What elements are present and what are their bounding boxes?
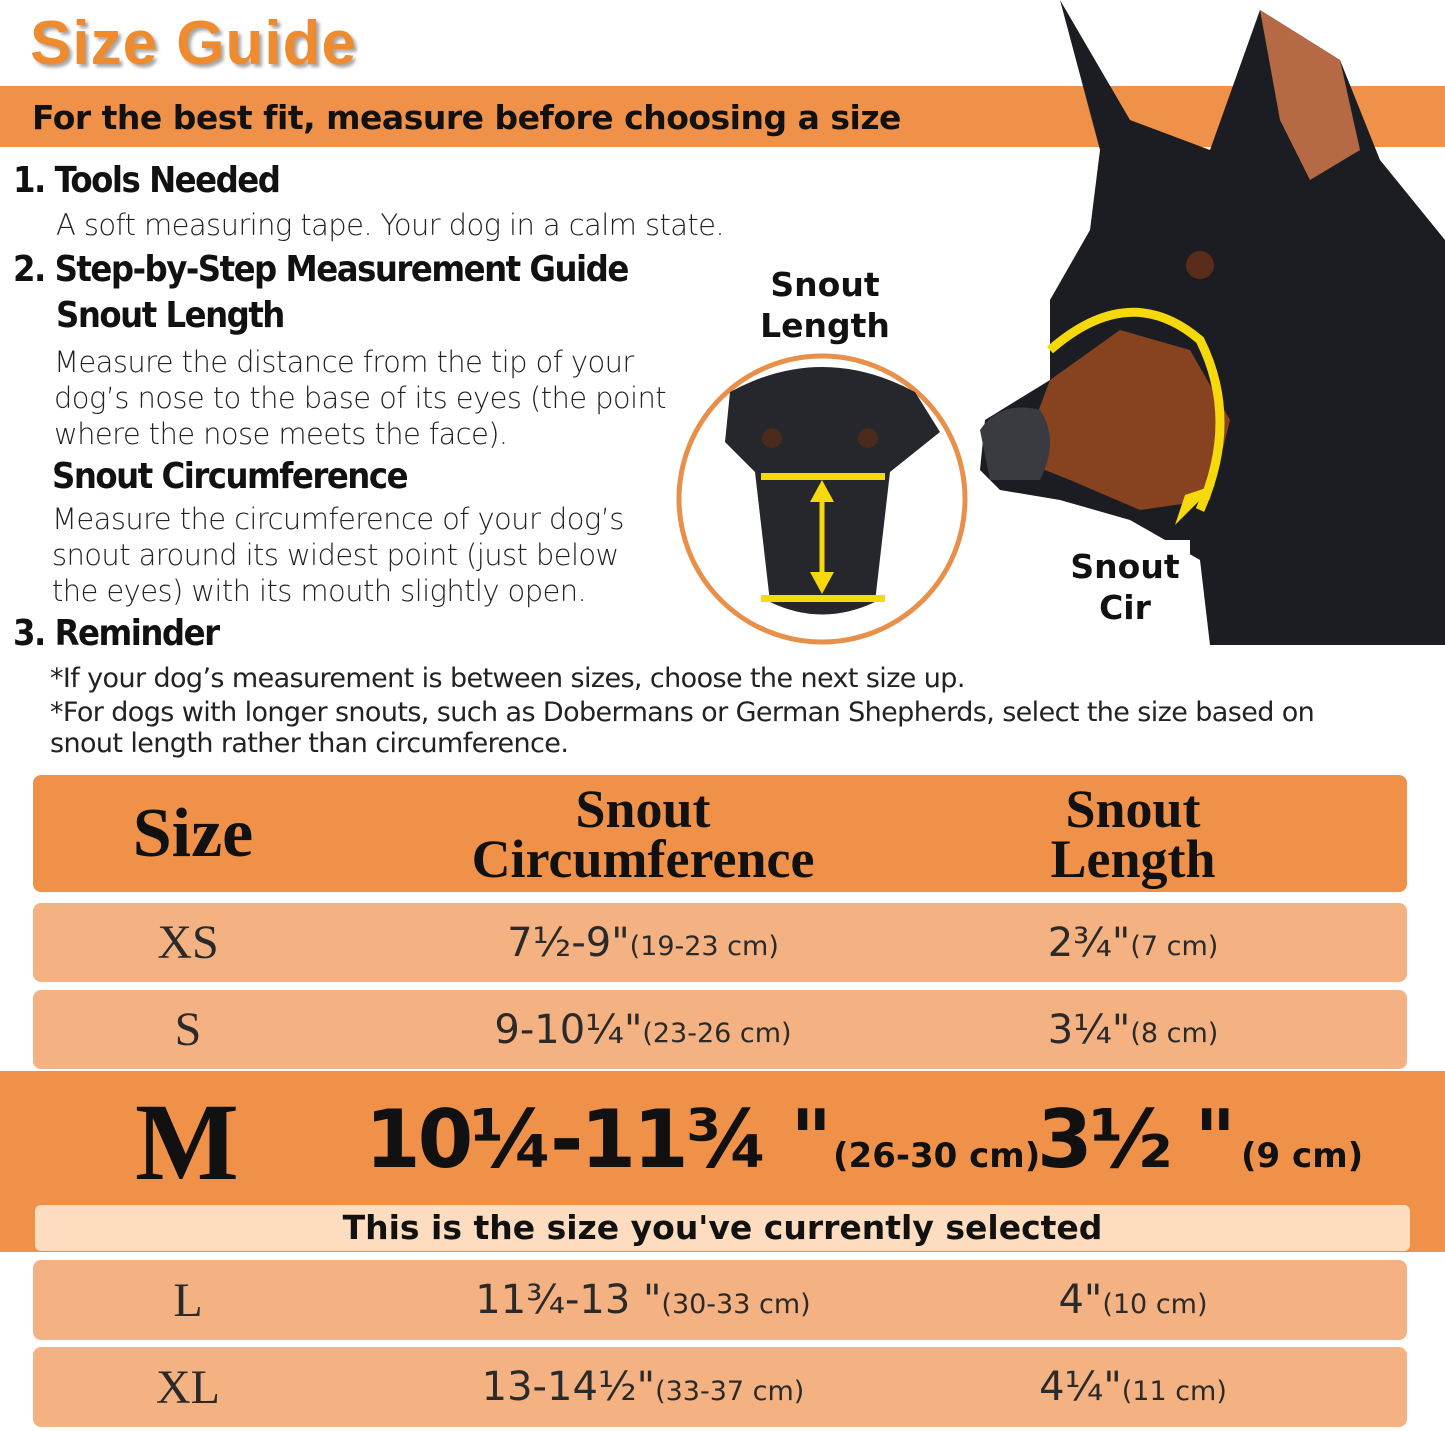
reminder-text: *If your dog’s measurement is between si… bbox=[50, 662, 1315, 761]
reminder-line: *If your dog’s measurement is between si… bbox=[50, 663, 965, 694]
header-len-line2: Length bbox=[1050, 828, 1216, 889]
circ-inches: 13-14½" bbox=[481, 1364, 656, 1410]
circ-inches: 7½-9" bbox=[507, 919, 630, 966]
length-line: Measure the distance from the tip of you… bbox=[54, 345, 634, 379]
length-text: Measure the distance from the tip of you… bbox=[54, 344, 667, 452]
header-size: Size bbox=[132, 794, 254, 872]
len-cell: 4" (10 cm) bbox=[933, 1260, 1333, 1340]
circ-cm: (30-33 cm) bbox=[661, 1288, 811, 1320]
circ-cm: (33-37 cm) bbox=[655, 1375, 805, 1407]
len-inches: 3½ " bbox=[1037, 1093, 1236, 1186]
selected-size-note: This is the size you've currently select… bbox=[35, 1205, 1410, 1251]
tools-text: A soft measuring tape. Your dog in a cal… bbox=[56, 208, 725, 242]
snout-length-label: Snout Length bbox=[740, 264, 910, 346]
snout-cir-label: Snout Cir bbox=[1060, 546, 1190, 628]
len-cell: 3¼" (8 cm) bbox=[933, 990, 1333, 1069]
circ-cm: (23-26 cm) bbox=[642, 1018, 792, 1049]
len-cell: 2¾" (7 cm) bbox=[933, 903, 1333, 982]
size-cell: XS bbox=[157, 916, 219, 969]
len-inches: 2¾" bbox=[1047, 919, 1131, 966]
reminder-line: snout length rather than circumference. bbox=[50, 728, 569, 759]
page-title: Size Guide bbox=[30, 9, 357, 78]
length-line: dog’s nose to the base of its eyes (the … bbox=[54, 381, 667, 415]
circ-cell: 7½-9" (19-23 cm) bbox=[443, 903, 843, 982]
circ-line: the eyes) with its mouth slightly open. bbox=[52, 574, 587, 608]
len-cell: 4¼" (11 cm) bbox=[933, 1347, 1333, 1427]
table-row-s[interactable]: S 9-10¼" (23-26 cm) 3¼" (8 cm) bbox=[33, 990, 1407, 1069]
circ-line: Measure the circumference of your dog’s bbox=[52, 502, 624, 536]
table-row-xs[interactable]: XS 7½-9" (19-23 cm) 2¾" (7 cm) bbox=[33, 903, 1407, 982]
len-cm: (11 cm) bbox=[1121, 1375, 1227, 1407]
snout-cir-label-line1: Snout bbox=[1070, 547, 1180, 586]
length-heading: Snout Length bbox=[56, 295, 285, 336]
circ-cm: (26-30 cm) bbox=[833, 1136, 1041, 1176]
size-cell: XL bbox=[156, 1360, 220, 1414]
tools-heading: 1. Tools Needed bbox=[13, 160, 281, 201]
len-inches: 4" bbox=[1058, 1277, 1103, 1323]
circ-text: Measure the circumference of your dog’s … bbox=[52, 501, 624, 609]
size-cell: L bbox=[173, 1273, 203, 1327]
circ-cm: (19-23 cm) bbox=[629, 931, 779, 962]
header-length: Snout Length bbox=[933, 775, 1333, 892]
table-row-xl[interactable]: XL 13-14½" (33-37 cm) 4¼" (11 cm) bbox=[33, 1347, 1407, 1427]
circ-inches: 9-10¼" bbox=[494, 1006, 643, 1053]
circ-cell: 11¾-13 " (30-33 cm) bbox=[443, 1260, 843, 1340]
snout-length-label-line1: Snout bbox=[770, 265, 880, 304]
size-cell: M bbox=[135, 1081, 239, 1203]
doberman-profile-image bbox=[960, 0, 1445, 645]
subtitle: For the best fit, measure before choosin… bbox=[32, 98, 901, 137]
reminder-heading: 3. Reminder bbox=[13, 613, 220, 654]
circ-line: snout around its widest point (just belo… bbox=[52, 538, 619, 572]
length-line: where the nose meets the face). bbox=[54, 417, 508, 451]
circ-inches: 10¼-11¾ " bbox=[365, 1093, 832, 1186]
len-cm: (7 cm) bbox=[1130, 931, 1219, 962]
circ-cell: 10¼-11¾ " (26-30 cm) bbox=[365, 1093, 1040, 1186]
header-circ-line1: Snout bbox=[575, 778, 711, 839]
size-table-header: Size Snout Circumference Snout Length bbox=[33, 775, 1407, 892]
header-circ-line2: Circumference bbox=[471, 828, 815, 889]
header-circumference: Snout Circumference bbox=[443, 775, 843, 892]
snout-cir-label-line2: Cir bbox=[1099, 588, 1151, 627]
len-cell: 3½ " (9 cm) bbox=[1037, 1093, 1363, 1186]
subtitle-banner: For the best fit, measure before choosin… bbox=[0, 86, 1445, 147]
len-cm: (10 cm) bbox=[1102, 1288, 1208, 1320]
circ-cell: 13-14½" (33-37 cm) bbox=[443, 1347, 843, 1427]
snout-length-diagram bbox=[676, 353, 968, 645]
size-cell: S bbox=[174, 1003, 202, 1056]
circ-heading: Snout Circumference bbox=[52, 456, 409, 497]
snout-length-label-line2: Length bbox=[760, 306, 890, 345]
reminder-line: *For dogs with longer snouts, such as Do… bbox=[50, 697, 1315, 728]
len-inches: 3¼" bbox=[1047, 1006, 1131, 1053]
guide-heading: 2. Step-by-Step Measurement Guide bbox=[13, 249, 629, 290]
len-inches: 4¼" bbox=[1039, 1364, 1122, 1410]
header-len-line1: Snout bbox=[1065, 778, 1201, 839]
circ-cell: 9-10¼" (23-26 cm) bbox=[443, 990, 843, 1069]
table-row-l[interactable]: L 11¾-13 " (30-33 cm) 4" (10 cm) bbox=[33, 1260, 1407, 1340]
len-cm: (8 cm) bbox=[1130, 1018, 1219, 1049]
len-cm: (9 cm) bbox=[1241, 1136, 1364, 1176]
circ-inches: 11¾-13 " bbox=[475, 1277, 662, 1323]
